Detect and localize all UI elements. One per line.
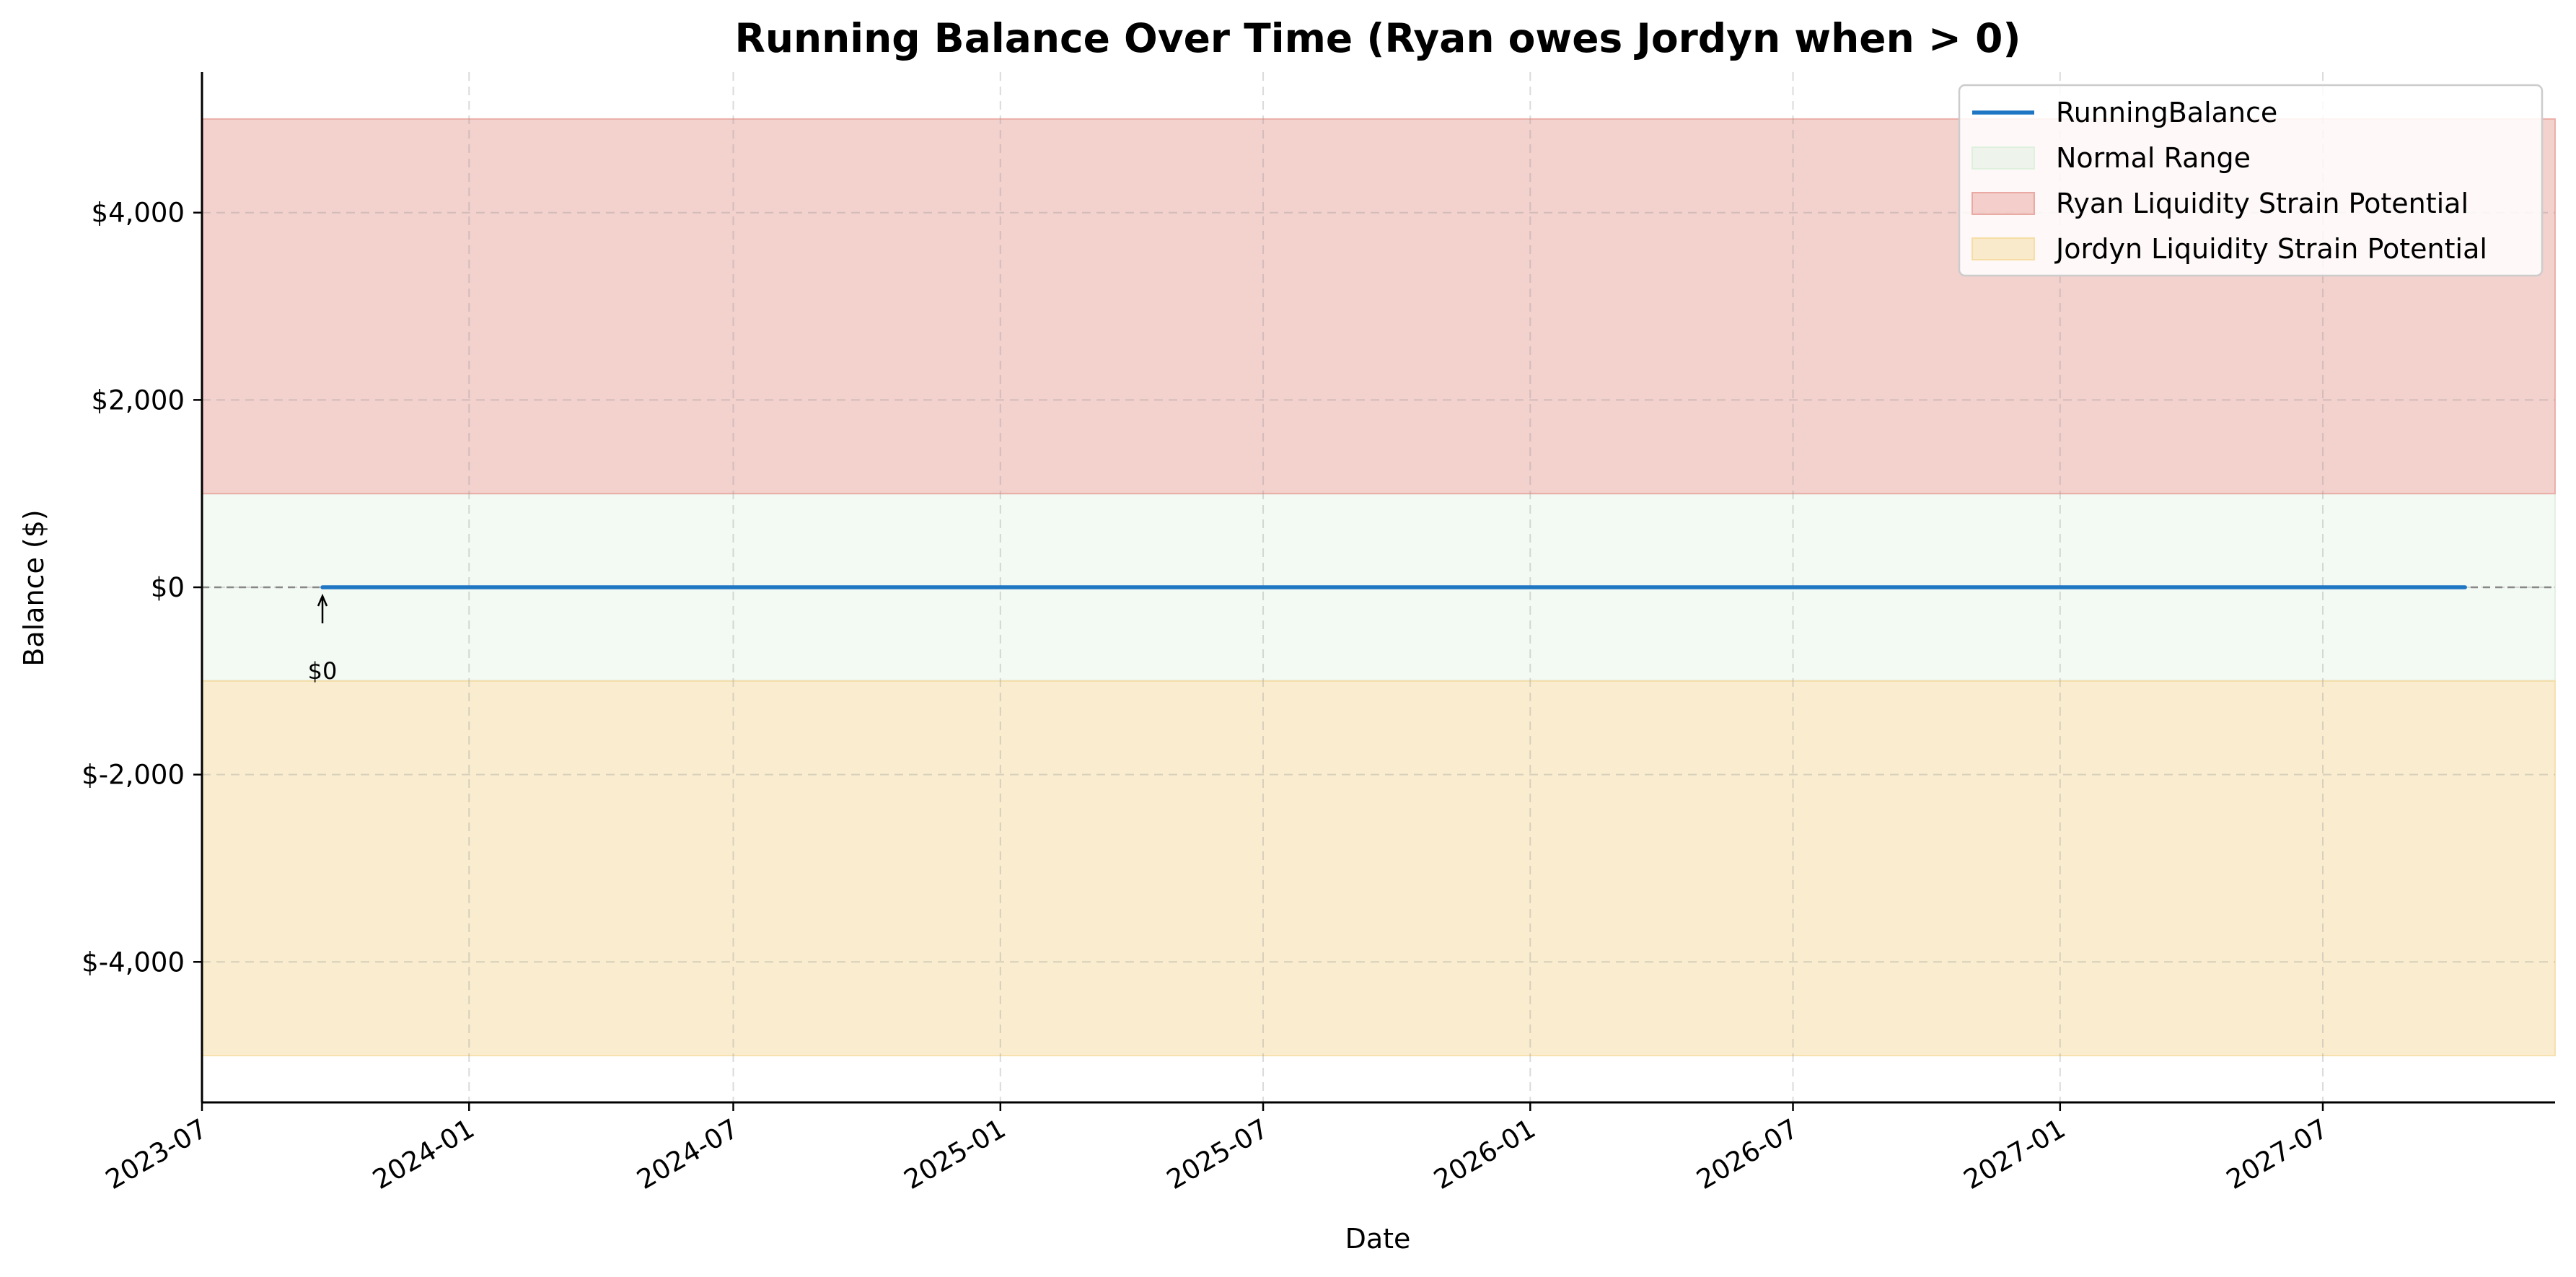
legend-label-1: Normal Range bbox=[2056, 142, 2251, 174]
x-tick-label-5: 2026-01 bbox=[1428, 1113, 1540, 1196]
legend-swatch-1 bbox=[1971, 146, 2035, 170]
y-axis-label: Balance ($) bbox=[18, 509, 50, 666]
y-tick-label-1: $2,000 bbox=[92, 385, 185, 416]
x-tick-label-1: 2024-01 bbox=[367, 1113, 479, 1196]
x-tick-label-8: 2027-07 bbox=[2221, 1113, 2333, 1196]
band-2 bbox=[201, 680, 2556, 1057]
legend-label-3: Jordyn Liquidity Strain Potential bbox=[2054, 233, 2487, 265]
x-tick-label-2: 2024-07 bbox=[632, 1113, 744, 1196]
annotation-arrow-head-0 bbox=[317, 593, 328, 607]
x-axis-label: Date bbox=[1345, 1223, 1411, 1255]
x-tick-label-6: 2026-07 bbox=[1692, 1113, 1803, 1196]
legend-swatch-3 bbox=[1971, 237, 2035, 260]
background-bands bbox=[201, 118, 2556, 1057]
legend-box bbox=[1958, 84, 2544, 277]
chart-title: Running Balance Over Time (Ryan owes Jor… bbox=[734, 15, 2021, 61]
x-tick-label-7: 2027-01 bbox=[1959, 1113, 2070, 1196]
y-tick-label-0: $4,000 bbox=[92, 198, 185, 229]
annotations: $0 bbox=[308, 593, 338, 685]
y-tick-label-3: $-2,000 bbox=[82, 760, 185, 791]
x-tick-label-3: 2025-01 bbox=[899, 1113, 1011, 1196]
x-tick-label-0: 2023-07 bbox=[100, 1113, 212, 1196]
legend-label-0: RunningBalance bbox=[2056, 97, 2277, 128]
series-layer bbox=[320, 585, 2467, 589]
y-tick-label-2: $0 bbox=[151, 572, 185, 603]
series-point-0-1 bbox=[2463, 586, 2467, 589]
legend: RunningBalance Normal Range Ryan Liquidity… bbox=[1958, 84, 2544, 277]
legend-swatch-2 bbox=[1971, 192, 2035, 215]
x-tick-label-4: 2025-07 bbox=[1161, 1113, 1273, 1196]
legend-label-2: Ryan Liquidity Strain Potential bbox=[2056, 188, 2469, 219]
y-tick-label-4: $-4,000 bbox=[82, 947, 185, 978]
series-point-0-0 bbox=[321, 586, 325, 589]
annotation-label-0: $0 bbox=[308, 657, 338, 685]
